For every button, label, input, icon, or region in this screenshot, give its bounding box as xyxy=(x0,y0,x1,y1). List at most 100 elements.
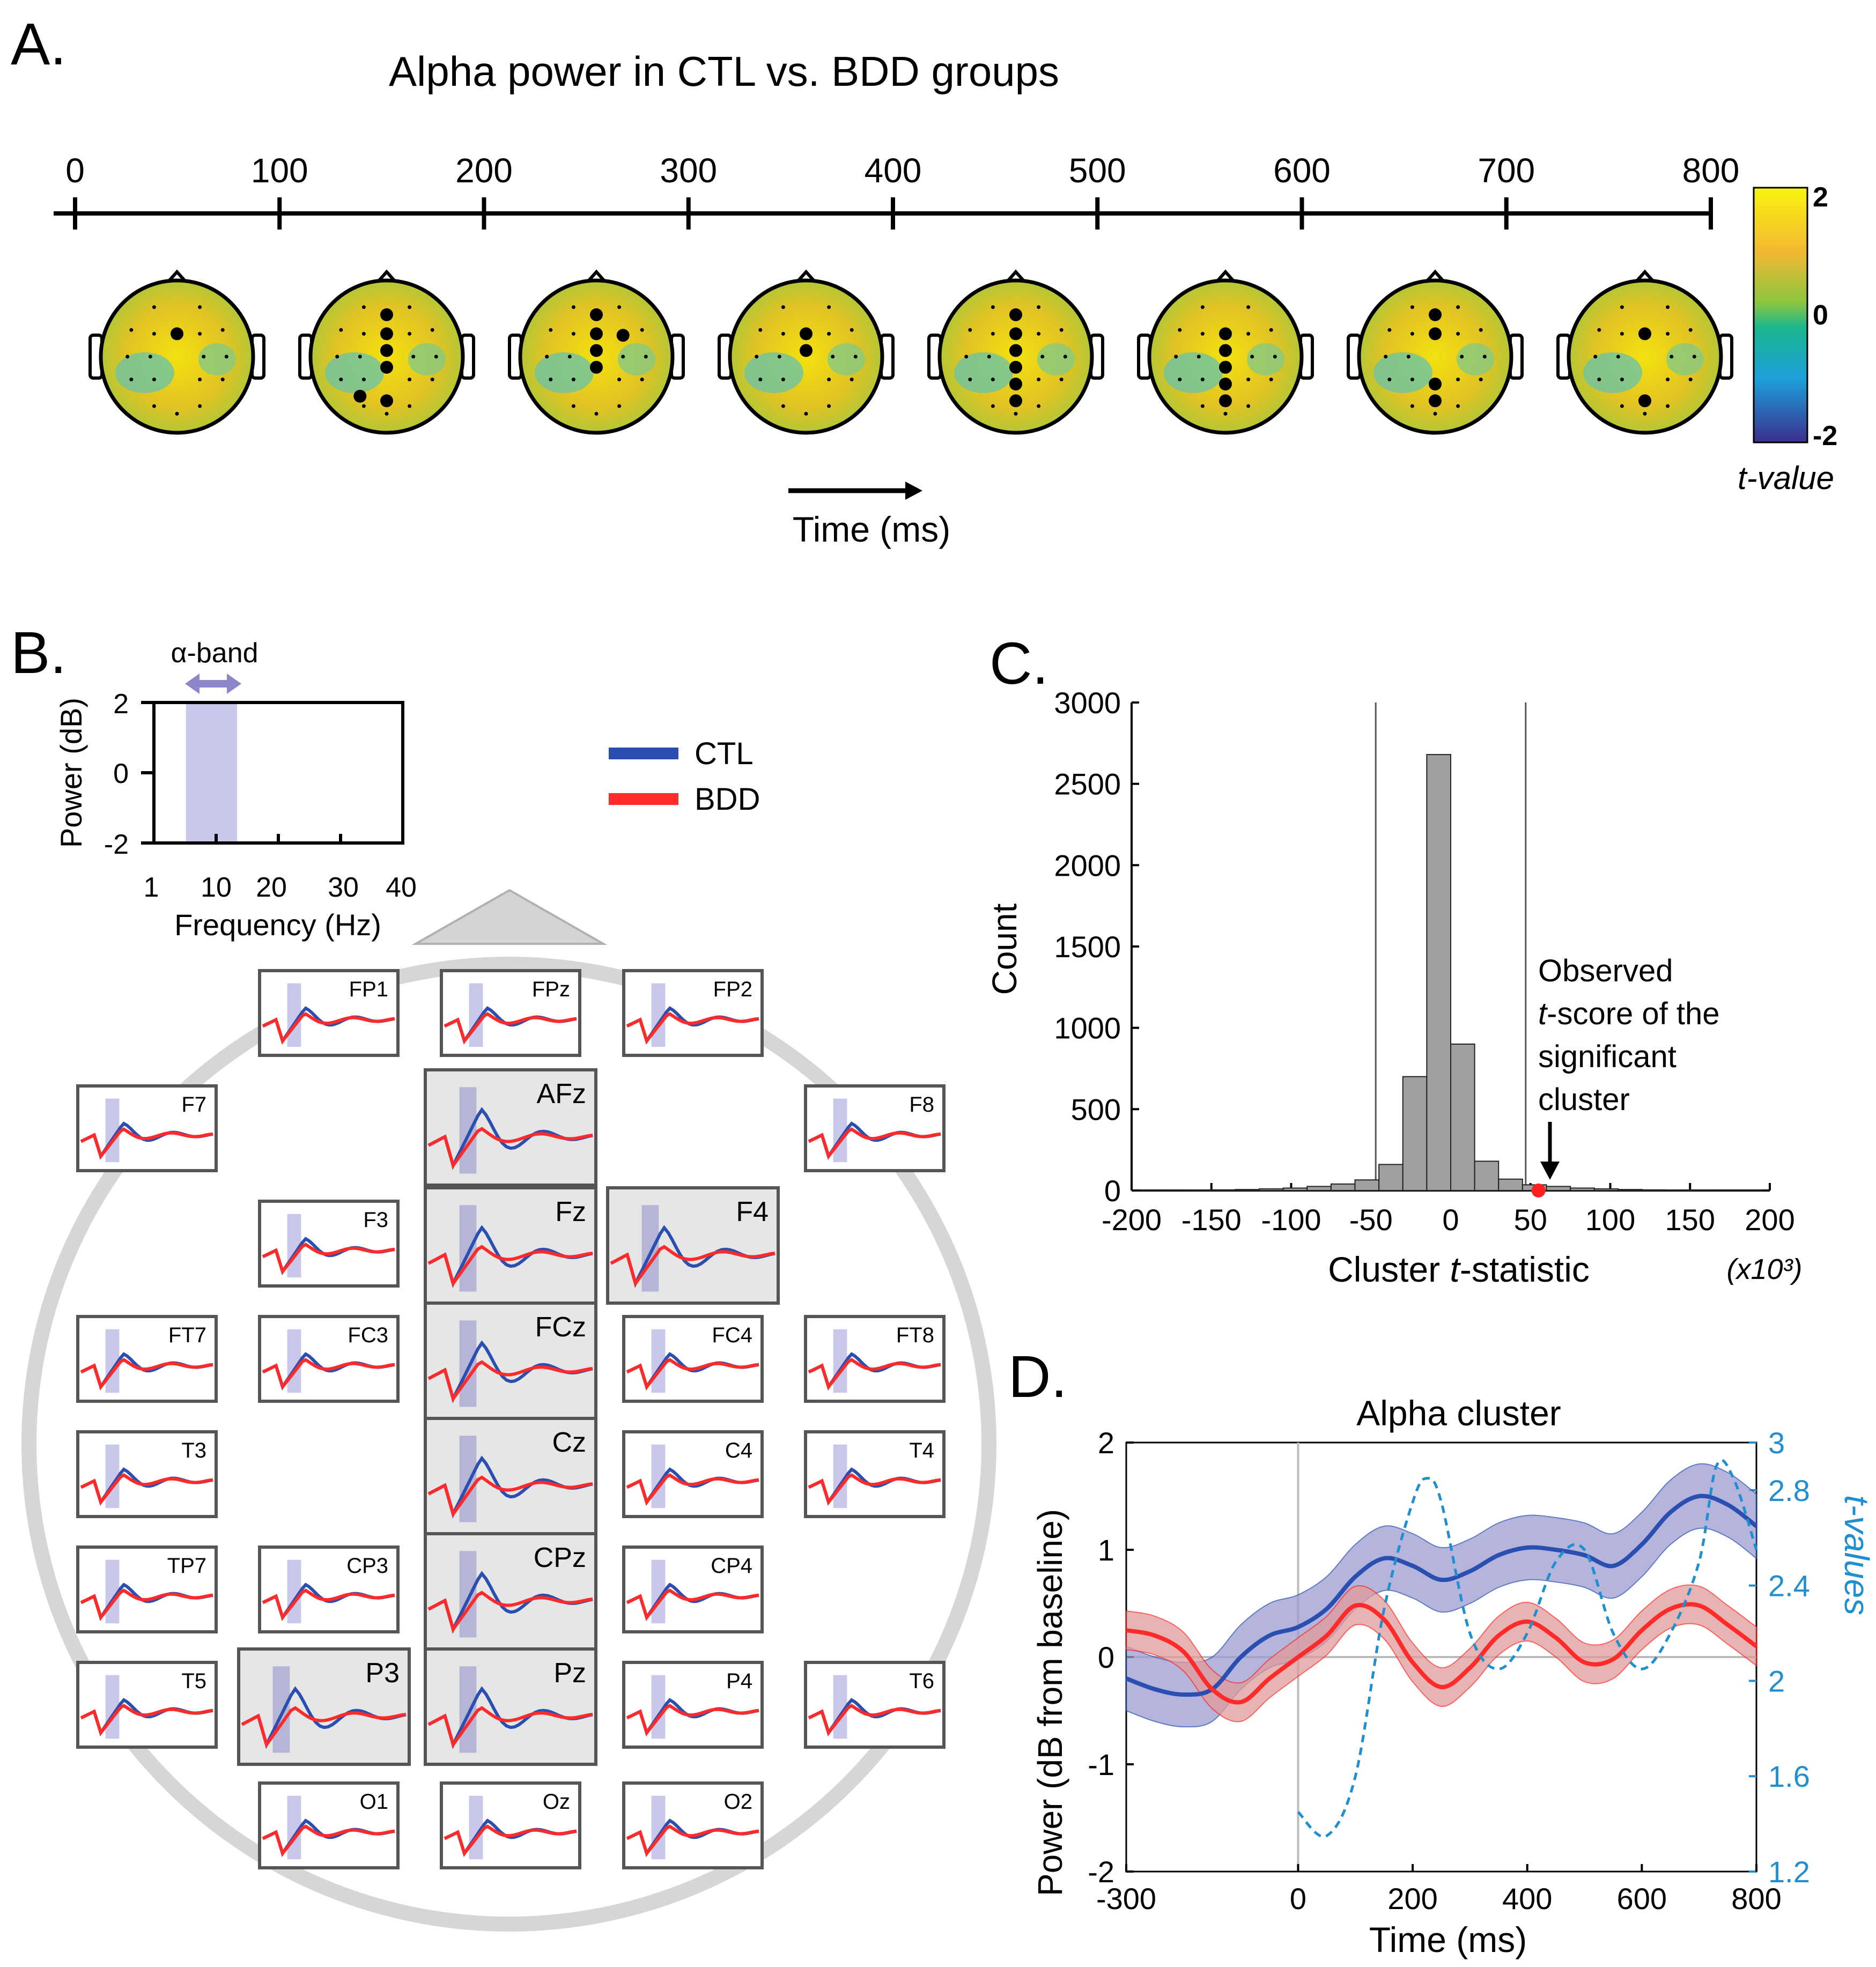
electrode-dot xyxy=(361,331,366,336)
annotation-line: cluster xyxy=(1538,1082,1630,1117)
colorbar-mid: 0 xyxy=(1813,300,1828,331)
electrode-plot-frame xyxy=(76,1661,218,1749)
power-ytick-label: -2 xyxy=(1088,1855,1114,1889)
electrode-dot xyxy=(1433,412,1437,416)
bdd-curve xyxy=(626,1012,759,1045)
power-ytick-label: -1 xyxy=(1088,1748,1114,1781)
electrode-dot xyxy=(1410,331,1414,336)
alpha-band-shade xyxy=(641,1205,659,1292)
legend-ctl-label: CTL xyxy=(695,736,754,771)
electrode-dot xyxy=(1200,378,1205,382)
electrode-label: O2 xyxy=(724,1790,752,1814)
electrode-dot xyxy=(148,354,152,359)
electrode-plot-f7: F7 xyxy=(76,1084,218,1172)
electrode-dot xyxy=(640,328,644,332)
electrode-plot-pz: Pz xyxy=(424,1647,597,1766)
electrode-dot xyxy=(755,354,759,359)
electrode-dot xyxy=(968,328,972,332)
electrode-dot xyxy=(1059,328,1063,332)
significant-electrode-marker xyxy=(800,344,813,357)
electrode-label: T6 xyxy=(909,1669,934,1693)
electrode-plot-fp2: FP2 xyxy=(622,969,764,1057)
power-ytick-label: 1 xyxy=(1098,1533,1114,1567)
significant-electrode-marker xyxy=(1009,308,1022,321)
electrode-dot xyxy=(1666,404,1670,408)
head-nose xyxy=(411,889,608,945)
electrode-dot xyxy=(408,305,412,309)
significant-electrode-marker xyxy=(380,360,393,374)
topomap-outline xyxy=(99,278,255,435)
electrode-plot-f3: F3 xyxy=(258,1200,400,1288)
electrode-label: CP3 xyxy=(346,1554,388,1578)
topomap-2 xyxy=(298,269,475,435)
electrode-dot xyxy=(831,354,835,359)
electrode-dot xyxy=(850,328,854,332)
topomap-cool-region xyxy=(1373,352,1432,393)
electrode-dot xyxy=(1200,404,1205,408)
electrode-label: FC3 xyxy=(348,1323,388,1347)
electrode-dot xyxy=(1223,412,1228,416)
significant-electrode-marker xyxy=(1219,327,1232,341)
electrode-label: F3 xyxy=(363,1208,388,1232)
bdd-curve xyxy=(427,1706,593,1749)
electrode-dot xyxy=(827,404,831,408)
histogram-bar xyxy=(1474,1160,1500,1191)
electrode-dot xyxy=(1246,305,1251,309)
bdd-curve xyxy=(80,1588,213,1621)
bdd-curve xyxy=(626,1824,759,1857)
electrode-dot xyxy=(1597,328,1601,332)
topomap-cool-region xyxy=(115,352,174,393)
electrode-dot xyxy=(777,354,781,359)
histogram-ytick-label: 3000 xyxy=(1054,686,1121,720)
alpha-band-shade xyxy=(459,1551,477,1638)
electrode-dot xyxy=(640,378,644,382)
electrode-dot xyxy=(781,404,785,408)
electrode-dot xyxy=(571,305,575,309)
electrode-dot xyxy=(152,378,156,382)
significant-electrode-marker xyxy=(1429,327,1442,341)
electrode-label: O1 xyxy=(360,1790,388,1814)
electrode-plot-t3: T3 xyxy=(76,1430,218,1518)
significant-electrode-marker xyxy=(380,327,393,341)
time-axis-tick-label: 800 xyxy=(1682,151,1740,190)
electrode-plot-fpz: FPz xyxy=(440,969,581,1057)
electrode-plot-o1: O1 xyxy=(258,1781,400,1869)
topomap-cool-region xyxy=(744,352,803,393)
electrode-plot-f4: F4 xyxy=(606,1186,780,1305)
panel-b-letter: B. xyxy=(11,620,67,686)
histogram-bar xyxy=(1593,1188,1619,1191)
topomap-scalp xyxy=(1359,280,1511,433)
topomap-cool-region xyxy=(1247,343,1284,375)
electrode-dot xyxy=(1246,404,1251,408)
electrode-dot xyxy=(1620,404,1624,408)
bdd-curve xyxy=(626,1358,759,1391)
inset-xtick: 40 xyxy=(386,872,417,903)
electrode-dot xyxy=(1384,354,1388,359)
ctl-mean-line xyxy=(1125,1493,1758,1697)
bdd-curve xyxy=(80,1358,213,1391)
inset-xtick: 10 xyxy=(201,872,232,903)
bdd-curve xyxy=(626,1588,759,1621)
histogram-ytick-label: 500 xyxy=(1071,1092,1121,1126)
topomaps xyxy=(88,269,1733,435)
alpha-band-shade xyxy=(186,702,237,843)
panel-a-title: Alpha power in CTL vs. BDD groups xyxy=(389,48,1059,95)
bdd-curve xyxy=(80,1127,213,1160)
electrode-dot xyxy=(1479,378,1483,382)
electrode-dot xyxy=(152,404,156,408)
electrode-dot xyxy=(1410,305,1414,309)
topomap-5 xyxy=(927,269,1104,435)
significant-electrode-marker xyxy=(616,329,630,342)
electrode-dot xyxy=(1456,331,1460,336)
annotation-line: t-score of the xyxy=(1538,996,1720,1031)
significant-electrode-marker xyxy=(353,389,367,403)
significant-electrode-marker xyxy=(1219,394,1232,408)
topomap-6 xyxy=(1137,269,1314,435)
significant-electrode-marker xyxy=(380,344,393,357)
electrode-dot xyxy=(361,305,366,309)
head-outline xyxy=(21,957,996,1932)
bdd-curve xyxy=(808,1358,941,1391)
legend: CTL BDD xyxy=(609,736,760,817)
histogram-bar xyxy=(1546,1186,1571,1192)
